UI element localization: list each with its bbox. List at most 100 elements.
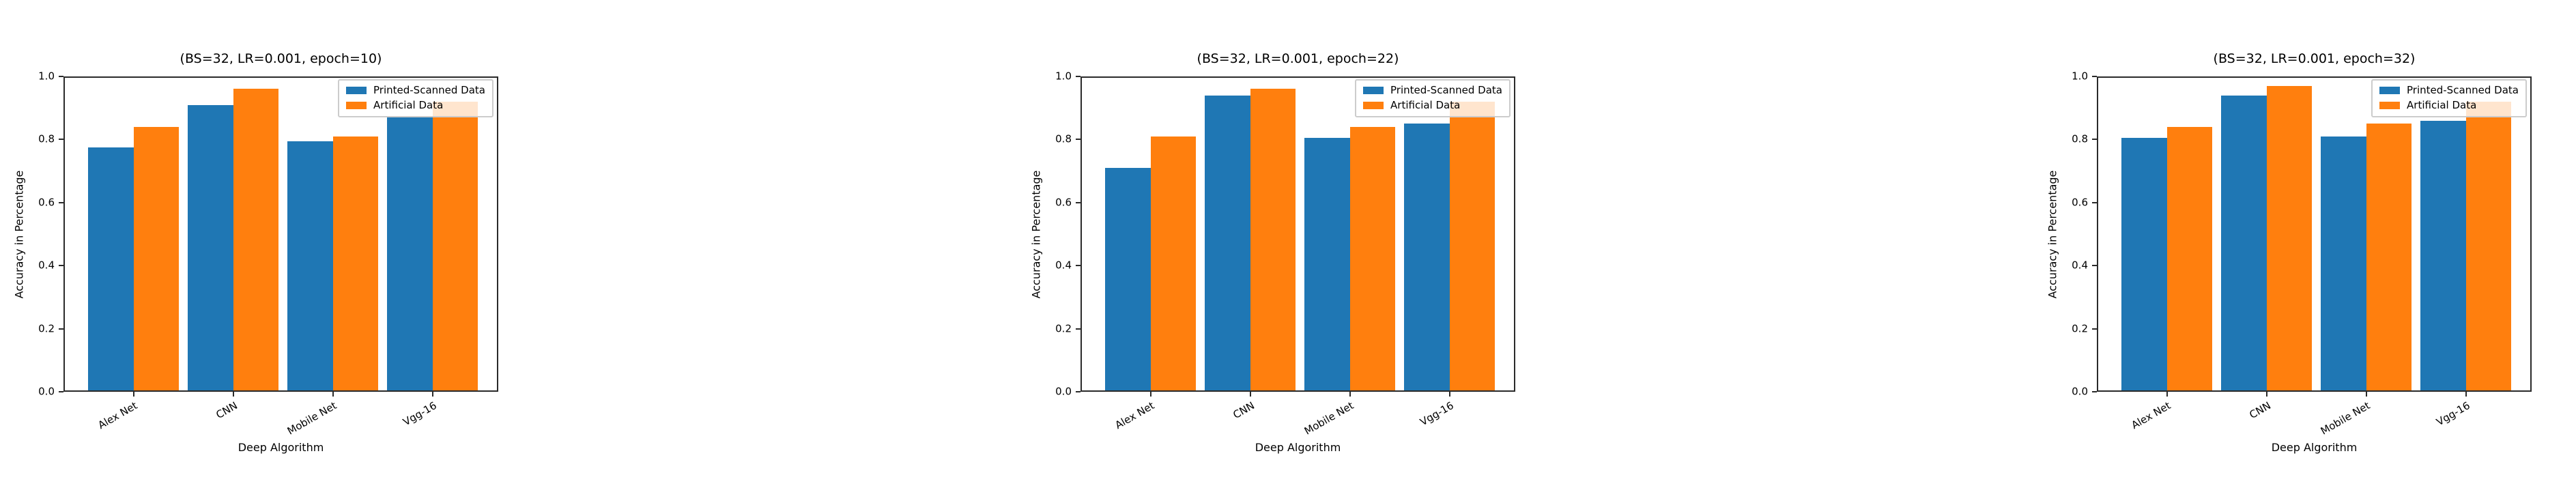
x-tick-label-vgg-16: Vgg-16: [1300, 399, 1456, 428]
chart-epoch-22: (BS=32, LR=0.001, epoch=22) Accuracy in …: [1030, 51, 1515, 454]
bar-artificial-data-cnn: [2266, 85, 2313, 392]
legend: Printed-Scanned Data Artificial Data: [1355, 79, 1511, 117]
bar-artificial-data-alex-net: [133, 126, 180, 392]
y-tick-mark: [1076, 391, 1081, 392]
x-tick-label-text: Vgg-16: [401, 399, 439, 429]
x-axis-label: Deep Algorithm: [2271, 441, 2358, 454]
y-tick-label: 1.0: [38, 70, 55, 83]
bar-printed-scanned-data-cnn: [188, 104, 233, 392]
x-tick-mark: [2465, 392, 2467, 397]
legend-swatch-printed-scanned: [1363, 87, 1384, 95]
y-tick-mark: [2092, 201, 2097, 203]
bar-printed-scanned-data-vgg-16: [2420, 120, 2466, 392]
y-tick-label: 0.8: [2072, 132, 2088, 145]
y-tick-mark: [2092, 328, 2097, 330]
x-tick-label-vgg-16: Vgg-16: [283, 399, 439, 428]
y-tick-label: 0.6: [2072, 196, 2088, 209]
y-tick-mark: [2092, 139, 2097, 141]
y-tick-mark: [59, 201, 63, 203]
y-tick-label: 0.0: [2072, 385, 2088, 398]
legend-entry-printed-scanned: Printed-Scanned Data: [346, 84, 485, 96]
x-tick-mark: [2166, 392, 2168, 397]
chart-title: (BS=32, LR=0.001, epoch=22): [1197, 51, 1399, 66]
bar-artificial-data-mobile-net: [1349, 126, 1396, 392]
legend-label: Printed-Scanned Data: [373, 84, 485, 96]
legend-swatch-artificial: [346, 102, 367, 110]
legend-entry-printed-scanned: Printed-Scanned Data: [2379, 84, 2519, 96]
legend-swatch-printed-scanned: [346, 87, 367, 95]
y-tick-mark: [1076, 139, 1081, 141]
bar-printed-scanned-data-mobile-net: [287, 141, 333, 392]
y-tick-mark: [1076, 201, 1081, 203]
chart-epoch-10: (BS=32, LR=0.001, epoch=10) Accuracy in …: [13, 51, 498, 454]
x-tick-mark: [1349, 392, 1351, 397]
bar-artificial-data-cnn: [1250, 89, 1296, 392]
x-tick-label-vgg-16: Vgg-16: [2316, 399, 2472, 428]
y-tick-label: 0.4: [2072, 259, 2088, 272]
legend-entry-artificial: Artificial Data: [346, 99, 485, 111]
y-tick-mark: [1076, 328, 1081, 330]
legend-label: Artificial Data: [1390, 99, 1461, 112]
y-tick-mark: [59, 391, 63, 392]
bar-printed-scanned-data-cnn: [2221, 95, 2267, 392]
y-tick-mark: [1076, 76, 1081, 77]
x-tick-label-text: Vgg-16: [2434, 399, 2472, 429]
y-tick-label: 1.0: [1055, 70, 1072, 83]
legend: Printed-Scanned Data Artificial Data: [2371, 79, 2527, 117]
y-axis-label: Accuracy in Percentage: [1029, 170, 1043, 298]
legend-label: Printed-Scanned Data: [2407, 84, 2519, 96]
x-tick-mark: [2365, 392, 2367, 397]
legend-swatch-printed-scanned: [2379, 87, 2401, 95]
y-axis-label-wrap: Accuracy in Percentage: [12, 76, 27, 392]
chart-epoch-32: (BS=32, LR=0.001, epoch=32) Accuracy in …: [2046, 51, 2532, 454]
y-axis-label-wrap: Accuracy in Percentage: [1029, 76, 1044, 392]
plot-area: Printed-Scanned Data Artificial Data 0.0…: [38, 71, 498, 437]
y-tick-label: 0.4: [38, 259, 55, 272]
x-tick-mark: [1149, 392, 1151, 397]
x-tick-mark: [431, 392, 433, 397]
y-tick-mark: [59, 265, 63, 267]
y-tick-label: 0.0: [38, 385, 55, 398]
bar-artificial-data-mobile-net: [2366, 124, 2412, 392]
y-tick-mark: [2092, 265, 2097, 267]
bar-artificial-data-vgg-16: [1449, 101, 1495, 392]
y-tick-label: 0.4: [1055, 259, 1072, 272]
bar-artificial-data-cnn: [233, 89, 279, 392]
chart-title: (BS=32, LR=0.001, epoch=32): [2213, 51, 2416, 66]
y-tick-label: 0.2: [1055, 322, 1072, 335]
y-axis-label: Accuracy in Percentage: [2046, 170, 2059, 298]
y-tick-mark: [59, 76, 63, 77]
y-tick-mark: [59, 328, 63, 330]
legend: Printed-Scanned Data Artificial Data: [338, 79, 493, 117]
bar-artificial-data-vgg-16: [2465, 101, 2512, 392]
bar-printed-scanned-data-alex-net: [2121, 138, 2167, 392]
x-tick-mark: [332, 392, 334, 397]
plot-area: Printed-Scanned Data Artificial Data 0.0…: [2072, 71, 2532, 437]
legend-entry-artificial: Artificial Data: [1363, 99, 1502, 112]
bar-printed-scanned-data-mobile-net: [2321, 136, 2366, 392]
x-tick-mark: [2265, 392, 2267, 397]
y-tick-label: 0.8: [1055, 132, 1072, 145]
y-axis-label-wrap: Accuracy in Percentage: [2045, 76, 2060, 392]
legend-swatch-artificial: [2379, 102, 2401, 110]
legend-swatch-artificial: [1363, 102, 1384, 110]
y-tick-label: 0.0: [1055, 385, 1072, 398]
bar-printed-scanned-data-mobile-net: [1304, 138, 1350, 392]
y-tick-mark: [2092, 391, 2097, 392]
bar-printed-scanned-data-vgg-16: [387, 117, 433, 392]
y-tick-label: 1.0: [2072, 70, 2088, 83]
x-tick-mark: [1448, 392, 1450, 397]
bar-artificial-data-mobile-net: [332, 136, 379, 392]
x-tick-mark: [1249, 392, 1251, 397]
chart-title: (BS=32, LR=0.001, epoch=10): [180, 51, 382, 66]
x-tick-mark: [132, 392, 134, 397]
bar-artificial-data-vgg-16: [432, 101, 478, 392]
y-tick-label: 0.2: [38, 322, 55, 335]
x-tick-mark: [232, 392, 234, 397]
bar-artificial-data-alex-net: [2166, 126, 2213, 392]
bar-printed-scanned-data-vgg-16: [1404, 124, 1450, 392]
legend-label: Artificial Data: [2407, 99, 2477, 112]
bar-printed-scanned-data-alex-net: [1105, 167, 1151, 392]
bar-printed-scanned-data-alex-net: [88, 147, 134, 392]
